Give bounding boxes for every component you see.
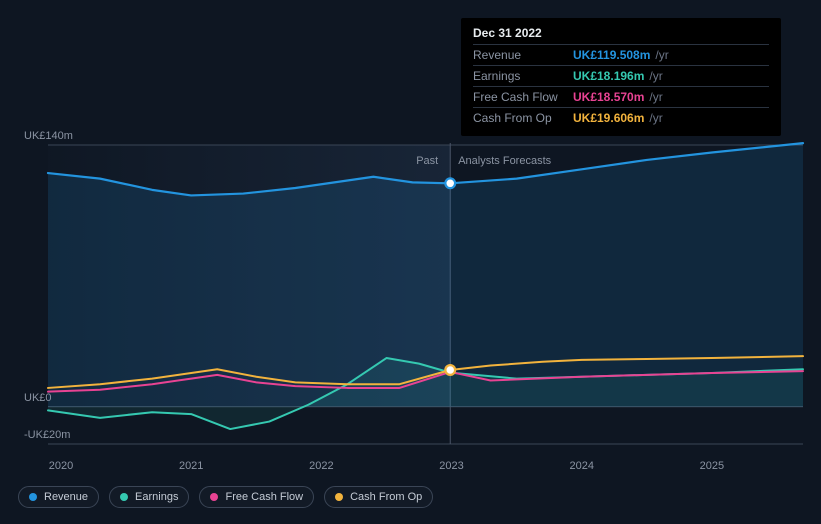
legend-item-earnings[interactable]: Earnings <box>109 486 189 508</box>
tooltip-metric-label: Earnings <box>473 69 573 83</box>
legend-item-cash_from_op[interactable]: Cash From Op <box>324 486 433 508</box>
legend-label: Revenue <box>44 491 88 503</box>
revenue-marker-ring <box>446 179 455 188</box>
legend-item-free_cash_flow[interactable]: Free Cash Flow <box>199 486 314 508</box>
y-axis-label: UK£0 <box>24 392 52 404</box>
legend-item-revenue[interactable]: Revenue <box>18 486 99 508</box>
tooltip-row: Free Cash FlowUK£18.570m/yr <box>473 86 769 107</box>
legend-dot-icon <box>120 493 128 501</box>
tooltip-metric-label: Free Cash Flow <box>473 90 573 104</box>
legend-label: Earnings <box>135 491 178 503</box>
x-axis-label: 2025 <box>700 460 724 472</box>
y-axis-label: -UK£20m <box>24 429 70 441</box>
tooltip-row: EarningsUK£18.196m/yr <box>473 65 769 86</box>
data-tooltip: Dec 31 2022 RevenueUK£119.508m/yrEarning… <box>461 18 781 136</box>
forecast-region-label: Analysts Forecasts <box>458 155 551 167</box>
legend-dot-icon <box>210 493 218 501</box>
legend-dot-icon <box>335 493 343 501</box>
tooltip-row: RevenueUK£119.508m/yr <box>473 44 769 65</box>
tooltip-metric-value: UK£119.508m <box>573 48 650 62</box>
x-axis-label: 2024 <box>569 460 593 472</box>
past-region-label: Past <box>416 155 438 167</box>
tooltip-metric-value: UK£18.196m <box>573 69 644 83</box>
x-axis-label: 2021 <box>179 460 203 472</box>
tooltip-metric-label: Revenue <box>473 48 573 62</box>
legend-label: Cash From Op <box>350 491 422 503</box>
tooltip-unit: /yr <box>649 90 662 104</box>
tooltip-metric-label: Cash From Op <box>473 111 573 125</box>
x-axis-label: 2022 <box>309 460 333 472</box>
tooltip-metric-value: UK£18.570m <box>573 90 644 104</box>
legend: Revenue Earnings Free Cash Flow Cash From O… <box>18 486 433 508</box>
tooltip-row: Cash From OpUK£19.606m/yr <box>473 107 769 128</box>
y-axis-label: UK£140m <box>24 130 73 142</box>
legend-label: Free Cash Flow <box>225 491 303 503</box>
x-axis-label: 2023 <box>439 460 463 472</box>
legend-dot-icon <box>29 493 37 501</box>
tooltip-unit: /yr <box>649 111 662 125</box>
x-axis-label: 2020 <box>49 460 73 472</box>
tooltip-metric-value: UK£19.606m <box>573 111 644 125</box>
financial-forecast-chart: UK£140m UK£0 -UK£20m 2020 2021 2022 2023 2024 2… <box>0 0 821 524</box>
tooltip-unit: /yr <box>649 69 662 83</box>
tooltip-unit: /yr <box>655 48 668 62</box>
cash_from_op-marker-ring <box>446 365 455 374</box>
tooltip-date: Dec 31 2022 <box>473 26 769 40</box>
